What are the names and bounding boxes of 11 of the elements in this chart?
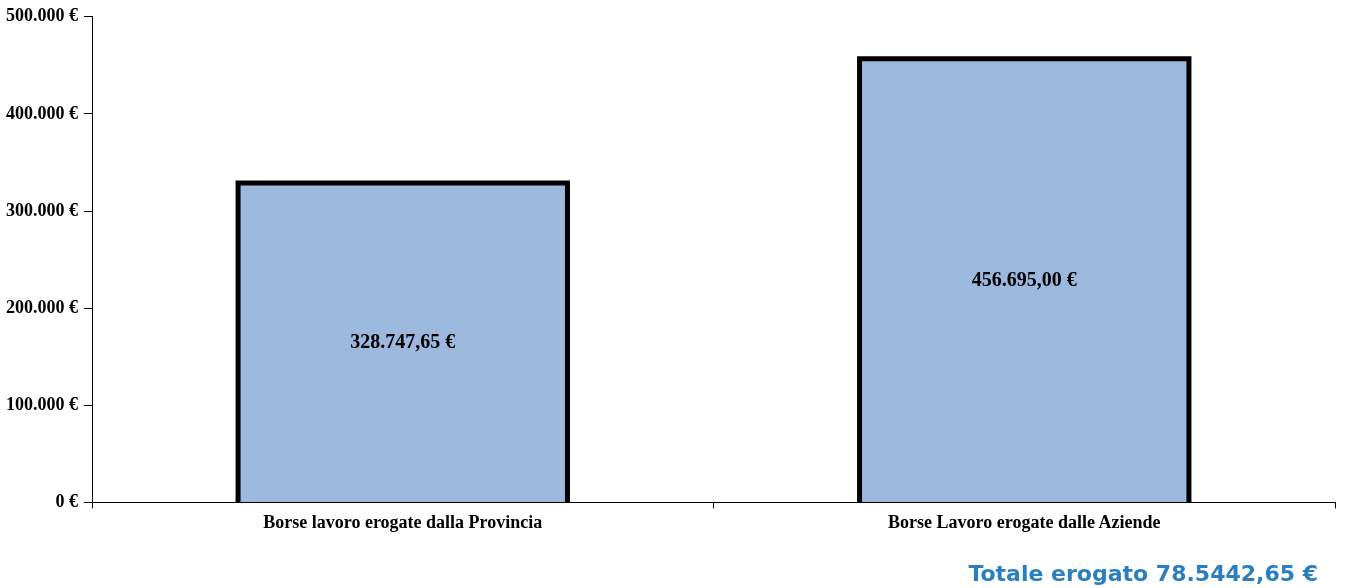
y-tick-label: 0 € [55, 491, 78, 512]
x-tick-label: Borse lavoro erogate dalla Provincia [263, 511, 543, 532]
y-tick-label: 200.000 € [6, 296, 78, 317]
data-label: 456.695,00 € [971, 267, 1077, 290]
y-tick-label: 500.000 € [6, 5, 78, 26]
y-tick-label: 400.000 € [6, 102, 78, 123]
text: Totale erogato 78.5442,65 € [968, 560, 1318, 586]
data-label: 328.747,65 € [350, 329, 456, 352]
y-tick-label: 300.000 € [6, 199, 78, 220]
x-tick-label: Borse Lavoro erogate dalle Aziende [888, 511, 1161, 532]
y-tick-label: 100.000 € [6, 393, 78, 414]
